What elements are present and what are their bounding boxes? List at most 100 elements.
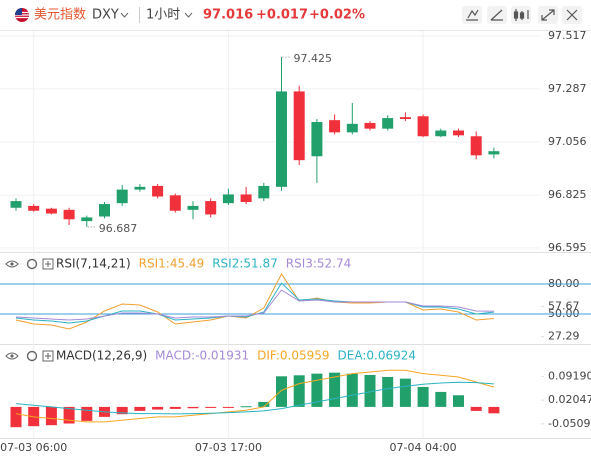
candle-body	[488, 151, 500, 155]
histogram-bar	[45, 406, 57, 426]
histogram-bar	[399, 378, 411, 407]
y-tick-label: 96.595	[548, 241, 587, 254]
high-label: 97.425	[294, 52, 333, 65]
histogram-bar	[81, 406, 93, 421]
flag-icon	[15, 8, 29, 22]
time-label: 07-04 04:00	[390, 441, 457, 454]
interval[interactable]: 1小时	[146, 8, 180, 23]
candle-body	[205, 201, 217, 215]
legend-value: -0.01931	[195, 349, 249, 363]
visibility-toggle-dot	[10, 262, 14, 266]
y-tick-label: 97.287	[548, 82, 587, 95]
candle-body	[417, 116, 429, 137]
histogram-bar	[205, 406, 217, 408]
collapse-button[interactable]	[42, 258, 54, 270]
candle-body	[116, 189, 128, 204]
candle-body	[399, 117, 411, 120]
histogram-bar	[169, 406, 181, 409]
low-label: 96.687	[99, 222, 138, 235]
candle-body	[222, 194, 234, 204]
histogram-bar	[417, 386, 429, 407]
candle-body	[152, 185, 164, 197]
legend-name: RSI1:	[139, 257, 170, 271]
symbol[interactable]: DXY	[92, 8, 119, 23]
candle-body	[63, 209, 75, 220]
candle-body	[382, 118, 394, 129]
candle-body	[169, 195, 181, 211]
legend-value: 0.06924	[366, 349, 416, 363]
candle-body	[470, 136, 482, 156]
indicator-line	[15, 381, 494, 415]
collapse-plus	[45, 261, 51, 267]
visibility-toggle[interactable]	[5, 260, 19, 268]
instrument-name: 美元指数	[34, 8, 86, 23]
visibility-toggle[interactable]	[5, 352, 19, 360]
candle-body	[10, 201, 22, 208]
candle-body	[329, 120, 341, 133]
indicator-button[interactable]	[462, 6, 482, 24]
legend-name: DIF:	[257, 349, 280, 363]
histogram-bar	[293, 375, 305, 407]
y-tick-label: 97.517	[548, 29, 587, 42]
candle-body	[346, 123, 358, 133]
time-label: 07-03 06:00	[0, 441, 67, 454]
histogram-bar	[276, 376, 287, 407]
y-tick-label: 27.29	[548, 330, 580, 343]
indicator-title: MACD(12,26,9)	[56, 349, 147, 363]
y-tick-label: -0.05095	[548, 417, 591, 430]
histogram-bar	[453, 395, 464, 407]
legend-value: 0.05959	[280, 349, 330, 363]
histogram-bar	[222, 406, 234, 408]
legend-value: 51.87	[243, 257, 277, 271]
legend-name: RSI3:	[286, 257, 317, 271]
candle-body	[311, 121, 323, 157]
close-button[interactable]	[562, 6, 582, 24]
indicator-line	[15, 369, 495, 423]
candle-body	[293, 91, 305, 161]
candle-body	[364, 122, 376, 129]
histogram-bar	[10, 406, 22, 428]
histogram-bar	[63, 406, 75, 424]
candle-body	[453, 130, 464, 136]
candle-body	[258, 185, 270, 199]
indicator-line	[15, 289, 494, 321]
legend-name: MACD:	[155, 349, 195, 363]
candle-body	[240, 194, 252, 203]
indicator-line	[15, 273, 494, 330]
visibility-toggle-dot	[10, 354, 14, 358]
draw-button[interactable]	[487, 6, 507, 24]
y-tick-label: 97.056	[548, 135, 587, 148]
legend-name: RSI2:	[212, 257, 243, 271]
y-tick-label: 96.825	[548, 188, 587, 201]
candle-body	[134, 186, 146, 190]
change-percent: +0.02%	[309, 8, 365, 23]
candle-body	[99, 204, 110, 217]
chart-type-button[interactable]	[511, 6, 531, 24]
histogram-bar	[311, 373, 323, 407]
price: 97.016	[203, 8, 253, 23]
histogram-bar	[240, 406, 252, 408]
histogram-bar	[134, 406, 146, 411]
legend-value: 45.49	[170, 257, 204, 271]
change: +0.017	[256, 8, 308, 23]
histogram-bar	[364, 374, 376, 407]
settings-button[interactable]	[26, 350, 38, 362]
y-tick-label: 0.02047	[548, 393, 591, 406]
symbol-dropdown[interactable]	[120, 12, 129, 18]
histogram-bar	[346, 373, 358, 407]
indicator-title: RSI(7,14,21)	[56, 257, 131, 271]
fullscreen-button[interactable]	[538, 6, 558, 24]
collapse-button[interactable]	[42, 350, 54, 362]
histogram-bar	[329, 372, 341, 407]
y-tick-label: 0.09190	[548, 369, 591, 382]
histogram-bar	[488, 406, 500, 414]
histogram-bar	[152, 406, 164, 410]
histogram-bar	[382, 376, 394, 407]
histogram-bar	[470, 406, 482, 411]
histogram-bar	[116, 406, 128, 415]
settings-button[interactable]	[26, 258, 38, 270]
interval-dropdown[interactable]	[184, 12, 193, 18]
candle-body	[28, 205, 40, 211]
candle-body	[45, 208, 57, 214]
